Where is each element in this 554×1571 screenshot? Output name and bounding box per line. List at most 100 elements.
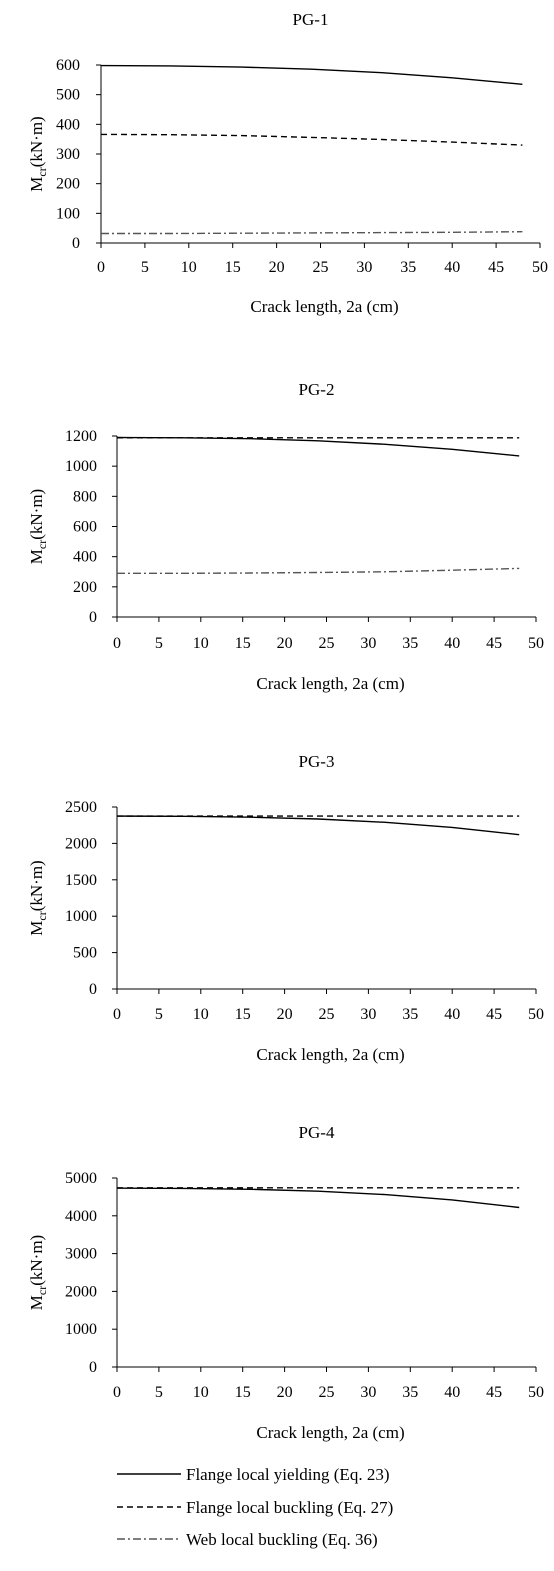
y-tick-label: 100 — [56, 205, 80, 222]
series-line — [116, 1187, 520, 1209]
y-tick-label: 1500 — [65, 872, 97, 889]
x-tick-label: 10 — [193, 1006, 209, 1023]
chart-title: PG-3 — [299, 752, 335, 771]
y-axis-label: Mcr(kN·m) — [27, 489, 49, 564]
legend-label: Flange local buckling (Eq. 27) — [186, 1498, 393, 1517]
y-axis-label-units: (kN·m) — [27, 860, 46, 911]
chart-panel-3: PG-3 0 500 1000 1500 2000 2500 0 5 10 15 20 25 30 35 40… — [27, 752, 544, 1064]
y-axis-label-subscript: cr — [35, 167, 49, 176]
x-tick-label: 50 — [532, 259, 548, 276]
y-tick-label: 500 — [56, 87, 80, 104]
x-tick-label: 35 — [400, 259, 416, 276]
series-line — [116, 436, 520, 457]
y-tick-label: 2500 — [65, 799, 97, 816]
x-tick-label: 25 — [313, 259, 329, 276]
x-tick-label: 20 — [277, 635, 293, 652]
y-axis-label-symbol: M — [27, 177, 46, 192]
x-tick-label: 20 — [269, 259, 285, 276]
y-tick-label: 800 — [73, 488, 97, 505]
x-axis-label: Crack length, 2a (cm) — [256, 674, 404, 693]
x-tick-label: 30 — [360, 1384, 376, 1401]
y-axis-label-units: (kN·m) — [27, 1235, 46, 1286]
x-tick-label: 40 — [444, 635, 460, 652]
y-tick-label: 0 — [72, 235, 80, 252]
chart-title: PG-2 — [299, 380, 335, 399]
x-tick-label: 45 — [486, 1006, 502, 1023]
x-tick-label: 40 — [444, 259, 460, 276]
chart-panel-4: PG-4 0 1000 2000 3000 4000 5000 0 5 10 15 20 25 30 35 4… — [27, 1123, 544, 1442]
x-tick-label: 20 — [277, 1006, 293, 1023]
chart-title: PG-1 — [293, 10, 329, 29]
x-tick-label: 10 — [181, 259, 197, 276]
y-tick-label: 4000 — [65, 1208, 97, 1225]
legend-label: Flange local yielding (Eq. 23) — [186, 1465, 389, 1484]
x-tick-label: 45 — [488, 259, 504, 276]
y-tick-label: 0 — [89, 609, 97, 626]
y-tick-label: 600 — [73, 519, 97, 536]
x-tick-label: 30 — [360, 1006, 376, 1023]
y-tick-label: 1000 — [65, 458, 97, 475]
y-axis-label-subscript: cr — [35, 911, 49, 920]
y-tick-label: 5000 — [65, 1170, 97, 1187]
chart-title: PG-4 — [299, 1123, 335, 1142]
y-axis-label-subscript: cr — [35, 1286, 49, 1295]
x-tick-label: 15 — [235, 635, 251, 652]
x-tick-label: 50 — [528, 1384, 544, 1401]
x-tick-label: 5 — [155, 635, 163, 652]
series-line — [116, 815, 520, 836]
x-tick-label: 35 — [402, 1006, 418, 1023]
x-tick-label: 45 — [486, 635, 502, 652]
y-tick-label: 2000 — [65, 1283, 97, 1300]
x-tick-label: 5 — [155, 1006, 163, 1023]
x-tick-label: 40 — [444, 1384, 460, 1401]
legend: Flange local yielding (Eq. 23) Flange loc… — [117, 1465, 393, 1549]
series-line — [117, 567, 520, 574]
series-line — [101, 231, 523, 235]
x-tick-label: 15 — [235, 1384, 251, 1401]
y-tick-label: 500 — [73, 945, 97, 962]
x-tick-label: 20 — [277, 1384, 293, 1401]
x-axis-label: Crack length, 2a (cm) — [256, 1045, 404, 1064]
x-tick-label: 35 — [402, 635, 418, 652]
y-tick-label: 2000 — [65, 835, 97, 852]
x-tick-label: 15 — [225, 259, 241, 276]
chart-panel-1: PG-1 0 100 200 300 400 500 600 0 5 10 15 20 25 30 35 40 4… — [27, 10, 548, 316]
x-tick-label: 0 — [97, 259, 105, 276]
y-axis-label-symbol: M — [27, 549, 46, 564]
series-line — [100, 133, 523, 146]
y-tick-label: 300 — [56, 146, 80, 163]
y-axis-label-units: (kN·m) — [27, 489, 46, 540]
x-tick-label: 0 — [113, 1006, 121, 1023]
y-tick-label: 400 — [73, 549, 97, 566]
x-tick-label: 35 — [402, 1384, 418, 1401]
x-tick-label: 25 — [319, 635, 335, 652]
y-tick-label: 1000 — [65, 1321, 97, 1338]
series-line — [100, 64, 523, 85]
x-tick-label: 40 — [444, 1006, 460, 1023]
x-tick-label: 30 — [360, 635, 376, 652]
y-axis-label-symbol: M — [27, 1295, 46, 1310]
x-tick-label: 10 — [193, 1384, 209, 1401]
x-tick-label: 25 — [319, 1006, 335, 1023]
y-tick-label: 400 — [56, 116, 80, 133]
y-axis-label: Mcr(kN·m) — [27, 1235, 49, 1310]
y-tick-label: 0 — [89, 981, 97, 998]
y-tick-label: 1000 — [65, 908, 97, 925]
chart-panel-2: PG-2 0 200 400 600 800 1000 1200 0 5 10 15 20 25 30 35 4… — [27, 380, 544, 693]
x-axis-label: Crack length, 2a (cm) — [250, 297, 398, 316]
x-tick-label: 10 — [193, 635, 209, 652]
x-tick-label: 45 — [486, 1384, 502, 1401]
x-tick-label: 5 — [155, 1384, 163, 1401]
legend-label: Web local buckling (Eq. 36) — [186, 1530, 378, 1549]
x-axis-label: Crack length, 2a (cm) — [256, 1423, 404, 1442]
y-tick-label: 1200 — [65, 428, 97, 445]
x-tick-label: 15 — [235, 1006, 251, 1023]
y-axis-label-subscript: cr — [35, 540, 49, 549]
y-axis-label: Mcr(kN·m) — [27, 860, 49, 935]
y-tick-label: 600 — [56, 57, 80, 74]
y-tick-label: 0 — [89, 1359, 97, 1376]
x-tick-label: 25 — [319, 1384, 335, 1401]
x-tick-label: 5 — [141, 259, 149, 276]
y-axis-label-symbol: M — [27, 921, 46, 936]
